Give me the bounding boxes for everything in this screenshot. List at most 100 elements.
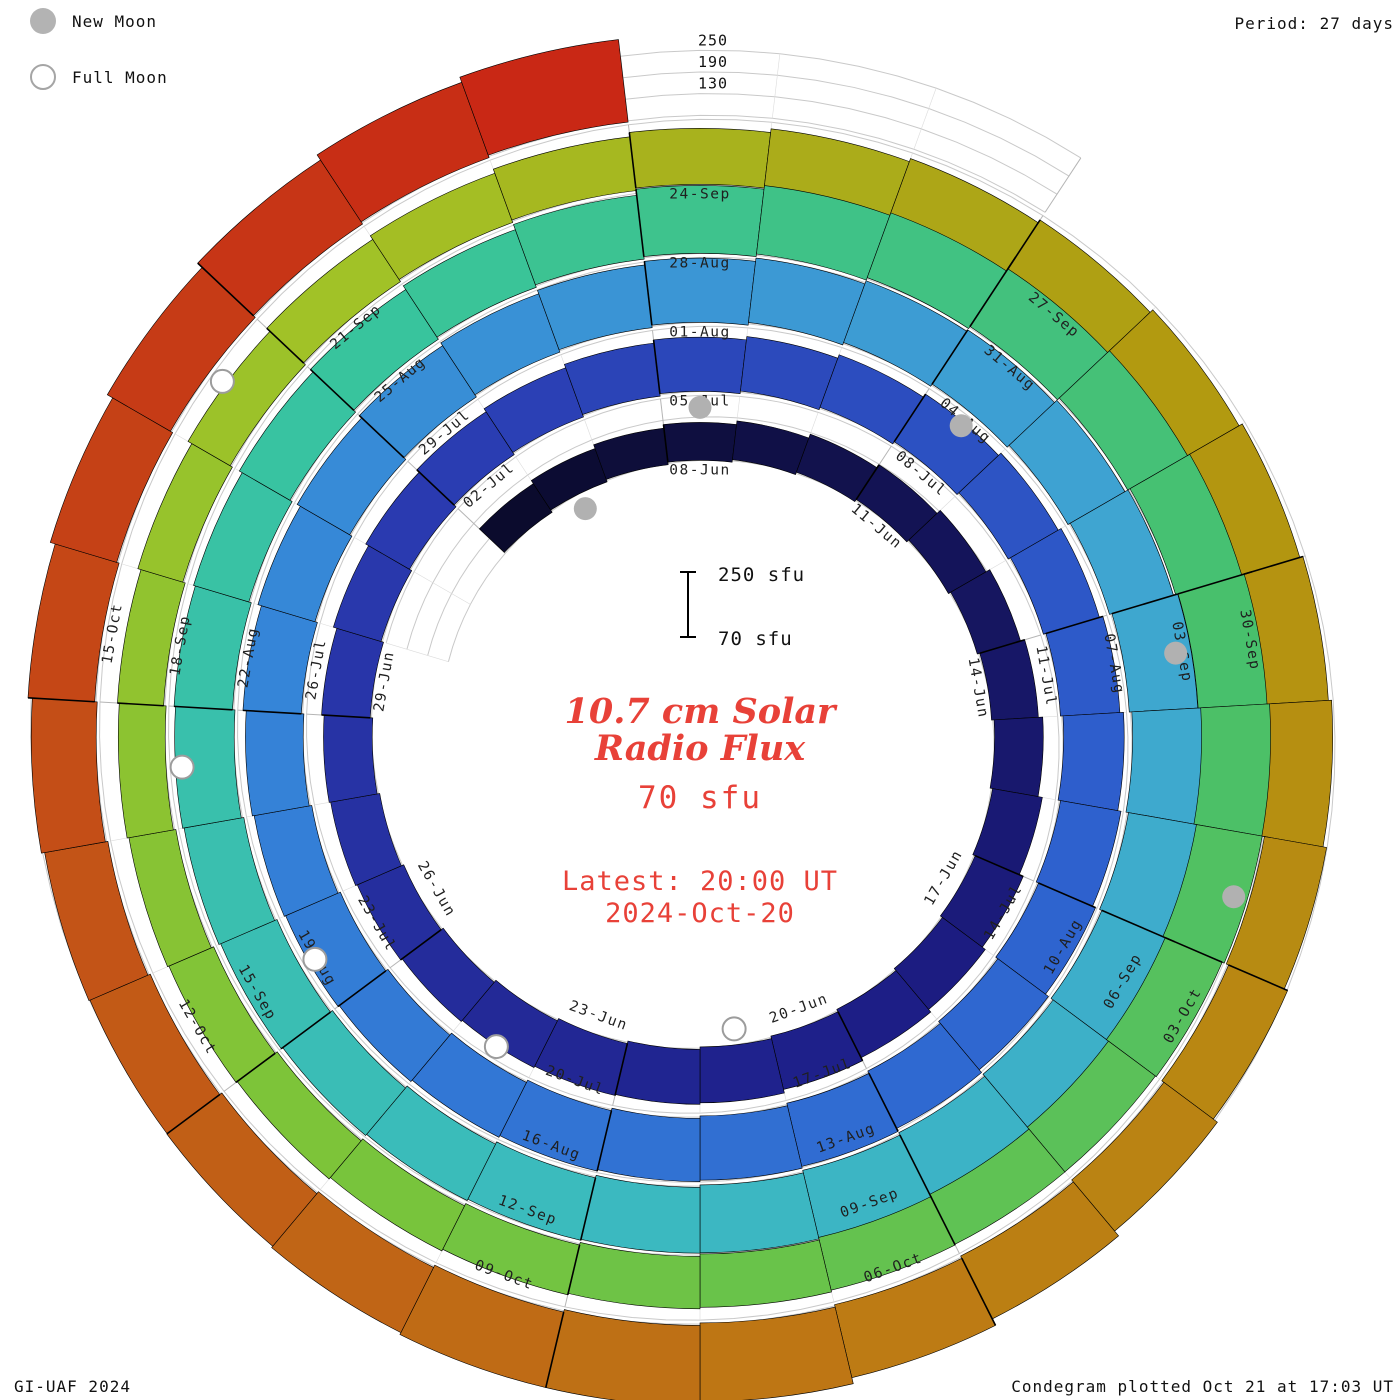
- full-moon-marker: [209, 368, 235, 394]
- day-divider: [1111, 593, 1178, 615]
- day-segment: [1007, 219, 1151, 353]
- day-segment: [786, 1072, 899, 1167]
- day-divider: [117, 702, 164, 707]
- day-segment: [128, 829, 212, 968]
- day-segment: [310, 289, 439, 411]
- day-segment: [193, 472, 293, 603]
- day-segment: [580, 1174, 701, 1254]
- date-label: 08-Jun: [669, 462, 730, 478]
- grid-day-tick: [772, 53, 781, 119]
- day-segment: [1261, 699, 1333, 848]
- day-segment: [242, 605, 318, 715]
- day-divider: [596, 1110, 613, 1172]
- day-segment: [117, 569, 186, 707]
- date-label: 28-Aug: [669, 255, 730, 271]
- day-segment: [1105, 937, 1223, 1078]
- day-segment: [499, 1079, 612, 1172]
- day-segment: [819, 354, 924, 445]
- day-segment: [1035, 800, 1122, 907]
- day-divider: [837, 1011, 864, 1062]
- day-segment: [459, 39, 629, 156]
- day-divider: [280, 1011, 331, 1050]
- grid-day-tick: [1044, 157, 1082, 213]
- full-moon-marker: [483, 1034, 509, 1060]
- day-divider: [931, 329, 969, 385]
- day-segment: [174, 706, 242, 829]
- date-label: 24-Sep: [669, 186, 730, 202]
- credit-right: Condegram plotted Oct 21 at 17:03 UT: [1011, 1377, 1394, 1396]
- day-segment: [597, 1107, 701, 1182]
- day-segment: [137, 443, 233, 583]
- day-divider: [266, 327, 305, 364]
- day-segment: [989, 716, 1044, 797]
- new-moon-marker: [1222, 885, 1246, 909]
- day-segment: [635, 185, 765, 257]
- day-segment: [285, 891, 387, 1007]
- day-divider: [1045, 615, 1104, 635]
- day-divider: [930, 1196, 956, 1246]
- date-label: 01-Aug: [669, 324, 730, 340]
- day-divider: [242, 709, 302, 715]
- day-segment: [478, 483, 553, 553]
- day-segment: [329, 1138, 465, 1252]
- legend-full-moon: Full Moon: [30, 64, 168, 90]
- day-divider: [974, 854, 1024, 878]
- day-segment: [1010, 528, 1100, 635]
- day-divider: [614, 1043, 629, 1096]
- day-segment: [995, 882, 1096, 995]
- day-segment: [117, 702, 174, 839]
- day-divider: [899, 1134, 933, 1199]
- day-divider: [1007, 219, 1041, 270]
- day-divider: [979, 639, 1025, 655]
- full-moon-icon: [30, 64, 56, 90]
- day-divider: [358, 414, 405, 459]
- period-label: Period: 27 days: [1234, 14, 1394, 33]
- full-moon-label: Full Moon: [72, 67, 168, 87]
- grid-day-tick: [913, 88, 937, 150]
- day-segment: [653, 336, 747, 395]
- day-segment: [593, 427, 669, 480]
- day-divider: [855, 464, 880, 500]
- day-divider: [643, 261, 653, 326]
- new-moon-label: New Moon: [72, 11, 158, 31]
- day-segment: [332, 545, 413, 642]
- day-segment: [323, 714, 378, 803]
- day-segment: [629, 128, 771, 189]
- day-divider: [628, 132, 637, 189]
- new-moon-marker: [1164, 641, 1188, 665]
- day-segment: [818, 1196, 956, 1291]
- day-segment: [1045, 616, 1121, 717]
- day-segment: [867, 1022, 983, 1129]
- day-segment: [1109, 309, 1240, 456]
- new-moon-marker: [573, 497, 597, 521]
- day-divider: [27, 697, 95, 703]
- day-divider: [166, 1093, 221, 1135]
- full-moon-marker: [302, 946, 328, 972]
- day-divider: [635, 189, 645, 257]
- day-segment: [416, 411, 515, 506]
- scale-bar-bottom-label: 70 sfu: [718, 628, 793, 650]
- radial-axis-label: 190: [698, 53, 728, 71]
- grid-day-tick: [386, 642, 449, 662]
- day-divider: [662, 424, 669, 463]
- day-segment: [402, 229, 537, 338]
- day-segment: [530, 448, 608, 511]
- grid-day-tick: [413, 571, 471, 605]
- day-divider: [1038, 882, 1096, 909]
- day-segment: [338, 968, 451, 1082]
- day-segment: [1193, 703, 1275, 837]
- day-segment: [30, 697, 106, 854]
- day-segment: [168, 946, 276, 1083]
- legend-new-moon: New Moon: [30, 8, 157, 34]
- day-divider: [1243, 555, 1304, 575]
- day-divider: [321, 714, 371, 719]
- day-segment: [563, 342, 661, 415]
- radial-axis-label: 250: [698, 31, 728, 49]
- day-divider: [652, 339, 661, 394]
- new-moon-icon: [30, 8, 56, 34]
- day-divider: [235, 1052, 276, 1084]
- day-segment: [699, 1105, 803, 1181]
- day-divider: [1228, 964, 1288, 992]
